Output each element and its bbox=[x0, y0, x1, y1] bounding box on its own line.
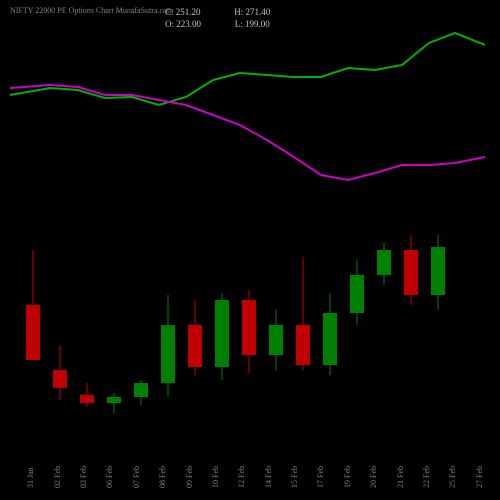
candle-body bbox=[323, 313, 337, 365]
candle bbox=[323, 25, 337, 440]
candle bbox=[161, 25, 175, 440]
candle-body bbox=[404, 250, 418, 295]
candle bbox=[296, 25, 310, 440]
candle-body bbox=[188, 325, 202, 367]
candle bbox=[269, 25, 283, 440]
candle bbox=[107, 25, 121, 440]
candle bbox=[431, 25, 445, 440]
x-axis-label: 15 Feb bbox=[290, 466, 299, 488]
x-axis-label: 10 Feb bbox=[211, 466, 220, 488]
candle-body bbox=[107, 397, 121, 403]
candle-body bbox=[431, 247, 445, 295]
x-axis-label: 22 Feb bbox=[422, 466, 431, 488]
h-value: 271.40 bbox=[246, 7, 271, 17]
x-axis-label: 31 Jan bbox=[26, 467, 35, 488]
candle bbox=[26, 25, 40, 440]
x-axis-label: 07 Feb bbox=[132, 466, 141, 488]
candle-body bbox=[161, 325, 175, 383]
candle-body bbox=[296, 325, 310, 365]
c-label: C: bbox=[165, 7, 174, 17]
candle-body bbox=[53, 370, 67, 388]
x-axis-label: 03 Feb bbox=[79, 466, 88, 488]
candle bbox=[188, 25, 202, 440]
c-value: 251.20 bbox=[176, 7, 201, 17]
chart-area bbox=[10, 25, 485, 440]
x-axis-label: 21 Feb bbox=[396, 466, 405, 488]
x-axis-label: 12 Feb bbox=[237, 466, 246, 488]
x-axis-label: 06 Feb bbox=[105, 466, 114, 488]
candle-body bbox=[26, 305, 40, 360]
candle bbox=[242, 25, 256, 440]
candle-body bbox=[269, 325, 283, 355]
candle-body bbox=[134, 383, 148, 397]
x-axis-label: 09 Feb bbox=[185, 466, 194, 488]
candle-body bbox=[350, 275, 364, 313]
x-axis-label: 25 Feb bbox=[448, 466, 457, 488]
candle-body bbox=[215, 300, 229, 367]
chart-title: NIFTY 22000 PE Options Chart MunafaSutra… bbox=[10, 6, 173, 15]
candle bbox=[404, 25, 418, 440]
x-axis-label: 20 Feb bbox=[369, 466, 378, 488]
x-axis-label: 27 Feb bbox=[475, 466, 484, 488]
candle-body bbox=[80, 395, 94, 403]
candle bbox=[53, 25, 67, 440]
candle bbox=[377, 25, 391, 440]
x-axis-label: 08 Feb bbox=[158, 466, 167, 488]
candle bbox=[350, 25, 364, 440]
x-axis: 31 Jan 02 Feb 03 Feb 06 Feb 07 Feb 08 Feb 09 F… bbox=[10, 448, 485, 498]
x-axis-label: 14 Feb bbox=[264, 466, 273, 488]
candle bbox=[134, 25, 148, 440]
candle-wick bbox=[114, 393, 115, 413]
h-label: H: bbox=[234, 7, 243, 17]
x-axis-label: 19 Feb bbox=[343, 466, 352, 488]
candle-body bbox=[377, 250, 391, 275]
candle-body bbox=[242, 300, 256, 355]
x-axis-label: 02 Feb bbox=[53, 466, 62, 488]
candle bbox=[215, 25, 229, 440]
candle bbox=[80, 25, 94, 440]
x-axis-label: 17 Feb bbox=[316, 466, 325, 488]
